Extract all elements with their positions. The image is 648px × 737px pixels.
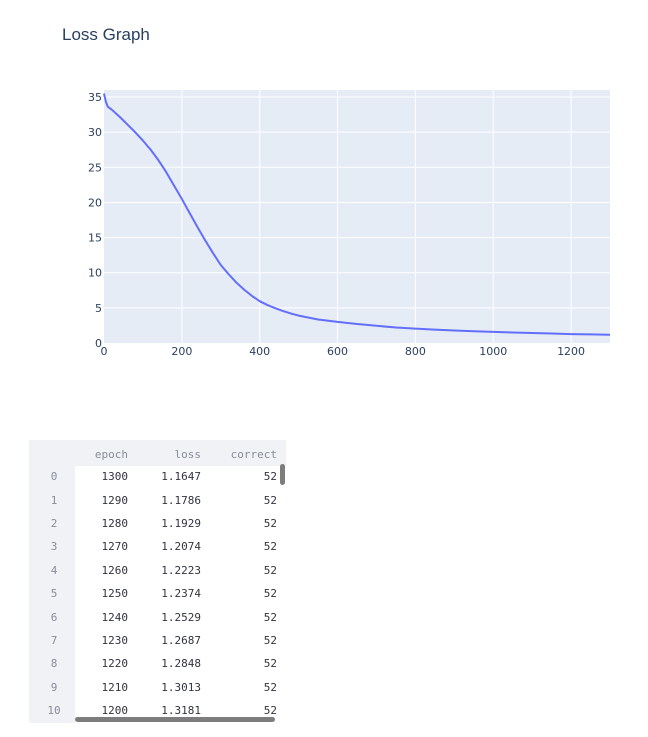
cell-correct[interactable]: 52 bbox=[263, 680, 277, 694]
cell-epoch[interactable]: 1260 bbox=[101, 563, 129, 577]
cell-epoch[interactable]: 1250 bbox=[101, 587, 129, 601]
column-header-loss[interactable]: loss bbox=[174, 447, 202, 461]
y-tick-label: 0 bbox=[95, 337, 102, 350]
y-tick-label: 25 bbox=[88, 161, 102, 174]
x-tick-label: 1000 bbox=[479, 345, 507, 358]
table-row: 1 1290 1.1786 52 bbox=[29, 488, 277, 511]
header-row: epoch loss correct bbox=[29, 443, 277, 465]
series-line-loss[interactable] bbox=[103, 93, 611, 336]
table-row: 3 1270 1.2074 52 bbox=[29, 535, 277, 558]
table-row: 7 1230 1.2687 52 bbox=[29, 629, 277, 652]
x-tick-label: 400 bbox=[249, 345, 270, 358]
cell-epoch[interactable]: 1220 bbox=[101, 657, 129, 671]
cell-epoch[interactable]: 1230 bbox=[101, 633, 129, 647]
x-tick-labels: 0 200 400 600 800 1000 1200 bbox=[101, 345, 586, 358]
x-tick-label: 600 bbox=[327, 345, 348, 358]
y-tick-label: 10 bbox=[88, 267, 102, 280]
table-row: 0 1300 1.1647 52 bbox=[29, 465, 277, 488]
row-index: 1 bbox=[50, 493, 58, 507]
cell-correct[interactable]: 52 bbox=[263, 516, 277, 530]
cell-correct[interactable]: 52 bbox=[263, 633, 277, 647]
row-index: 9 bbox=[50, 680, 58, 694]
loss-line-chart: 0 5 10 15 20 25 30 35 0 200 400 600 800 1000 1200 bbox=[88, 90, 611, 358]
table-row: 9 1210 1.3013 52 bbox=[29, 676, 277, 699]
column-header-correct[interactable]: correct bbox=[230, 447, 277, 461]
x-gridlines bbox=[181, 90, 572, 343]
dataframe[interactable]: epoch loss correct 0 1300 1.1647 52 1 1290 1.1… bbox=[29, 440, 286, 723]
dataframe-table: epoch loss correct 0 1300 1.1647 52 1 1290 1.1… bbox=[29, 443, 277, 722]
row-index: 8 bbox=[50, 657, 58, 671]
row-index: 10 bbox=[47, 704, 61, 718]
y-tick-label: 35 bbox=[88, 91, 102, 104]
cell-correct[interactable]: 52 bbox=[263, 657, 277, 671]
row-index: 3 bbox=[50, 540, 58, 554]
index-column-band bbox=[29, 440, 75, 723]
x-tick-label: 200 bbox=[171, 345, 192, 358]
x-tick-label: 0 bbox=[101, 345, 108, 358]
y-tick-label: 5 bbox=[95, 302, 102, 315]
table-row: 10 1200 1.3181 52 bbox=[29, 699, 277, 722]
column-header-epoch[interactable]: epoch bbox=[94, 447, 128, 461]
cell-epoch[interactable]: 1300 bbox=[101, 470, 129, 484]
y-tick-labels: 0 5 10 15 20 25 30 35 bbox=[88, 91, 102, 350]
y-tick-label: 15 bbox=[88, 232, 102, 245]
y-gridlines bbox=[104, 96, 610, 309]
horizontal-scrollbar-thumb[interactable] bbox=[75, 717, 275, 722]
table-row: 8 1220 1.2848 52 bbox=[29, 652, 277, 675]
cell-loss[interactable]: 1.2074 bbox=[161, 540, 201, 554]
row-index: 0 bbox=[50, 470, 58, 484]
cell-loss[interactable]: 1.2374 bbox=[161, 587, 201, 601]
cell-loss[interactable]: 1.1786 bbox=[161, 493, 201, 507]
cell-correct[interactable]: 52 bbox=[263, 587, 277, 601]
cell-correct[interactable]: 52 bbox=[263, 540, 277, 554]
cell-loss[interactable]: 1.2848 bbox=[161, 657, 201, 671]
table-row: 4 1260 1.2223 52 bbox=[29, 559, 277, 582]
cell-loss[interactable]: 1.2529 bbox=[161, 610, 201, 624]
row-index: 2 bbox=[50, 516, 58, 530]
y-tick-label: 30 bbox=[88, 126, 102, 139]
cell-correct[interactable]: 52 bbox=[263, 704, 277, 718]
cell-loss[interactable]: 1.3013 bbox=[161, 680, 201, 694]
cell-epoch[interactable]: 1240 bbox=[101, 610, 129, 624]
plot-area bbox=[104, 90, 610, 343]
cell-correct[interactable]: 52 bbox=[263, 470, 277, 484]
page-title: Loss Graph bbox=[62, 25, 150, 44]
index-header bbox=[29, 443, 75, 465]
row-index: 6 bbox=[50, 610, 58, 624]
cell-epoch[interactable]: 1210 bbox=[101, 680, 129, 694]
row-index: 7 bbox=[50, 633, 58, 647]
vertical-scrollbar-thumb[interactable] bbox=[280, 464, 285, 485]
cell-epoch[interactable]: 1270 bbox=[101, 540, 129, 554]
cell-correct[interactable]: 52 bbox=[263, 563, 277, 577]
table-row: 6 1240 1.2529 52 bbox=[29, 605, 277, 628]
cell-epoch[interactable]: 1200 bbox=[101, 704, 129, 718]
cell-loss[interactable]: 1.3181 bbox=[161, 704, 201, 718]
row-index: 5 bbox=[50, 587, 58, 601]
cell-loss[interactable]: 1.1647 bbox=[161, 470, 201, 484]
x-tick-label: 1200 bbox=[557, 345, 585, 358]
table-row: 5 1250 1.2374 52 bbox=[29, 582, 277, 605]
cell-loss[interactable]: 1.1929 bbox=[161, 516, 201, 530]
cell-correct[interactable]: 52 bbox=[263, 610, 277, 624]
cell-epoch[interactable]: 1280 bbox=[101, 516, 129, 530]
y-tick-label: 20 bbox=[88, 196, 102, 209]
cell-correct[interactable]: 52 bbox=[263, 493, 277, 507]
cell-loss[interactable]: 1.2687 bbox=[161, 633, 201, 647]
table-row: 2 1280 1.1929 52 bbox=[29, 512, 277, 535]
cell-epoch[interactable]: 1290 bbox=[101, 493, 129, 507]
header-band bbox=[29, 440, 286, 466]
x-tick-label: 800 bbox=[405, 345, 426, 358]
cell-loss[interactable]: 1.2223 bbox=[161, 563, 201, 577]
row-index: 4 bbox=[50, 563, 58, 577]
